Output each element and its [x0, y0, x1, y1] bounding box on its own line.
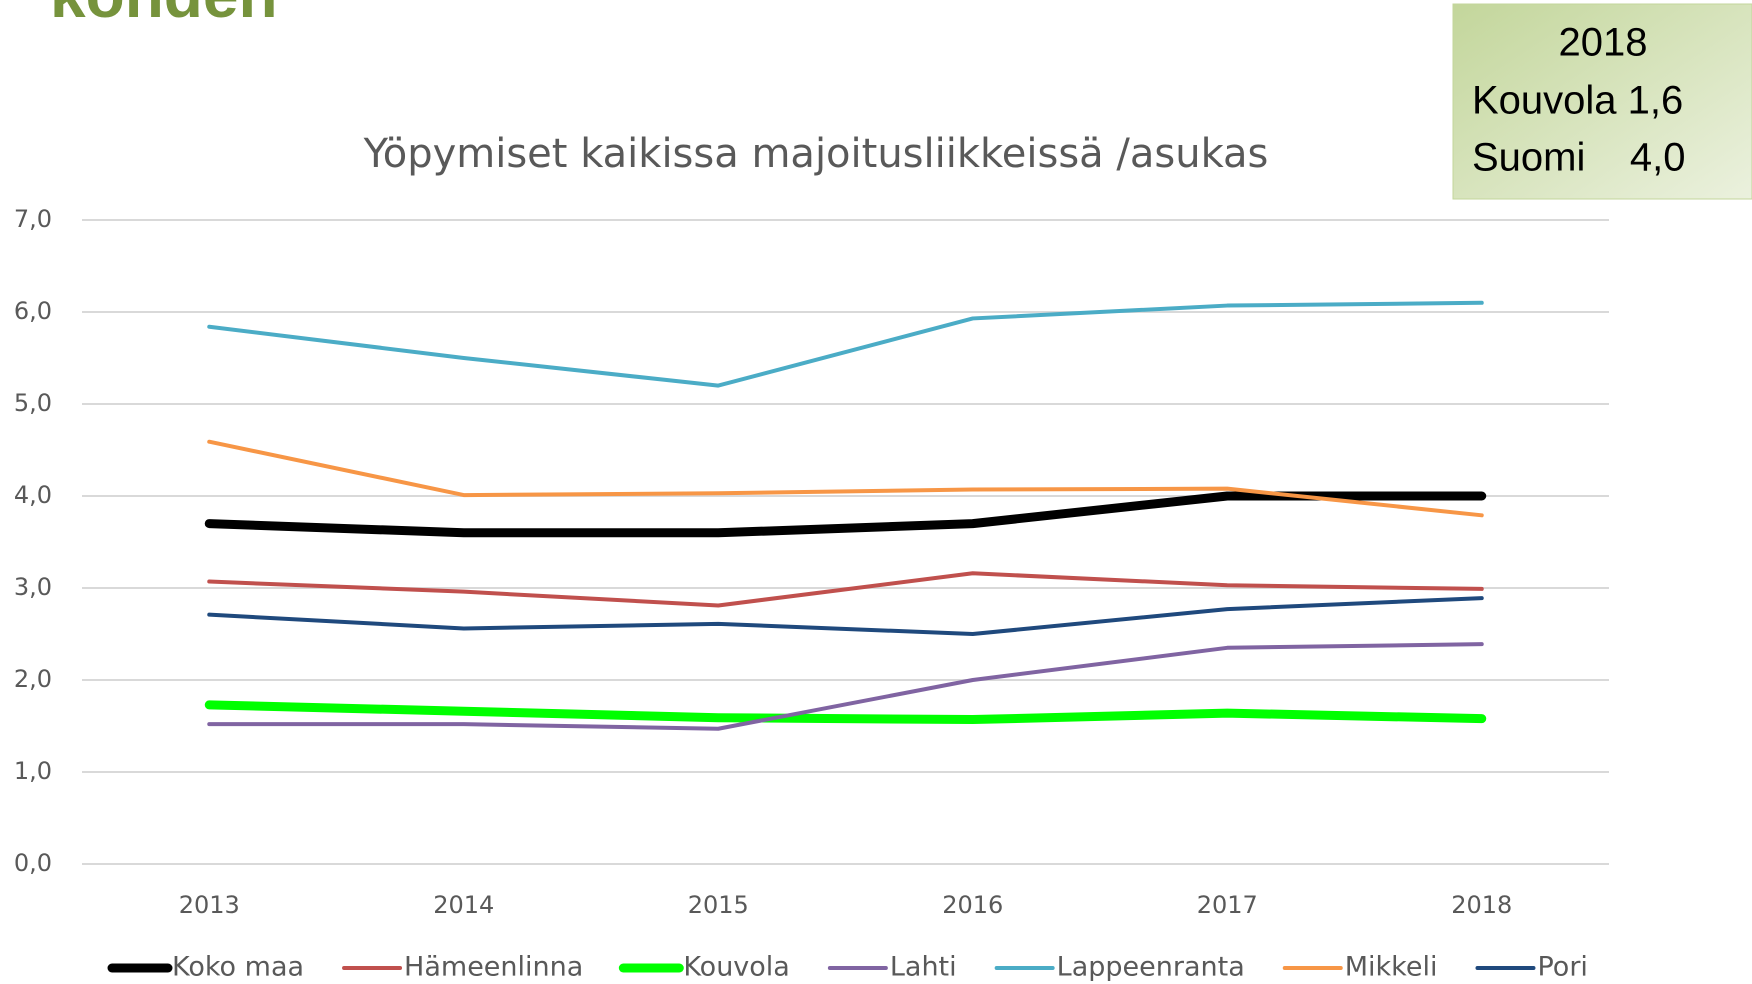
- x-tick-label: 2017: [1197, 891, 1258, 919]
- series-line: [204, 700, 1487, 725]
- series-line: [207, 300, 1484, 388]
- x-tick-label: 2016: [942, 891, 1003, 919]
- info-line: 2018: [1559, 21, 1648, 65]
- x-tick-label: 2013: [179, 891, 240, 919]
- series-line: [207, 642, 1484, 731]
- legend-label: Kouvola: [683, 952, 790, 983]
- info-line: Kouvola 1,6: [1472, 79, 1683, 123]
- x-tick-label: 2018: [1451, 891, 1512, 919]
- legend-label: Lappeenranta: [1057, 952, 1245, 983]
- y-tick-label: 7,0: [14, 205, 52, 233]
- legend-label: Hämeenlinna: [404, 952, 583, 983]
- x-tick-label: 2015: [688, 891, 749, 919]
- legend-label: Mikkeli: [1345, 952, 1438, 983]
- y-tick-label: 4,0: [14, 481, 52, 509]
- series-line: [207, 439, 1484, 518]
- legend-label: Koko maa: [172, 952, 304, 983]
- y-tick-label: 2,0: [14, 665, 52, 693]
- y-tick-label: 0,0: [14, 849, 52, 877]
- series-line: [204, 491, 1487, 538]
- legend-label: Pori: [1537, 952, 1587, 983]
- x-tick-label: 2014: [433, 891, 494, 919]
- y-tick-label: 3,0: [14, 573, 52, 601]
- series-line: [207, 596, 1484, 636]
- info-box: [1452, 3, 1752, 200]
- series-line: [207, 571, 1484, 608]
- heading: kohden: [50, 0, 278, 31]
- y-tick-label: 6,0: [14, 297, 52, 325]
- info-line: Suomi 4,0: [1472, 136, 1685, 180]
- chart-title: Yöpymiset kaikissa majoitusliikkeissä /a…: [363, 131, 1269, 177]
- y-tick-label: 1,0: [14, 757, 52, 785]
- y-tick-label: 5,0: [14, 389, 52, 417]
- legend-label: Lahti: [890, 952, 957, 983]
